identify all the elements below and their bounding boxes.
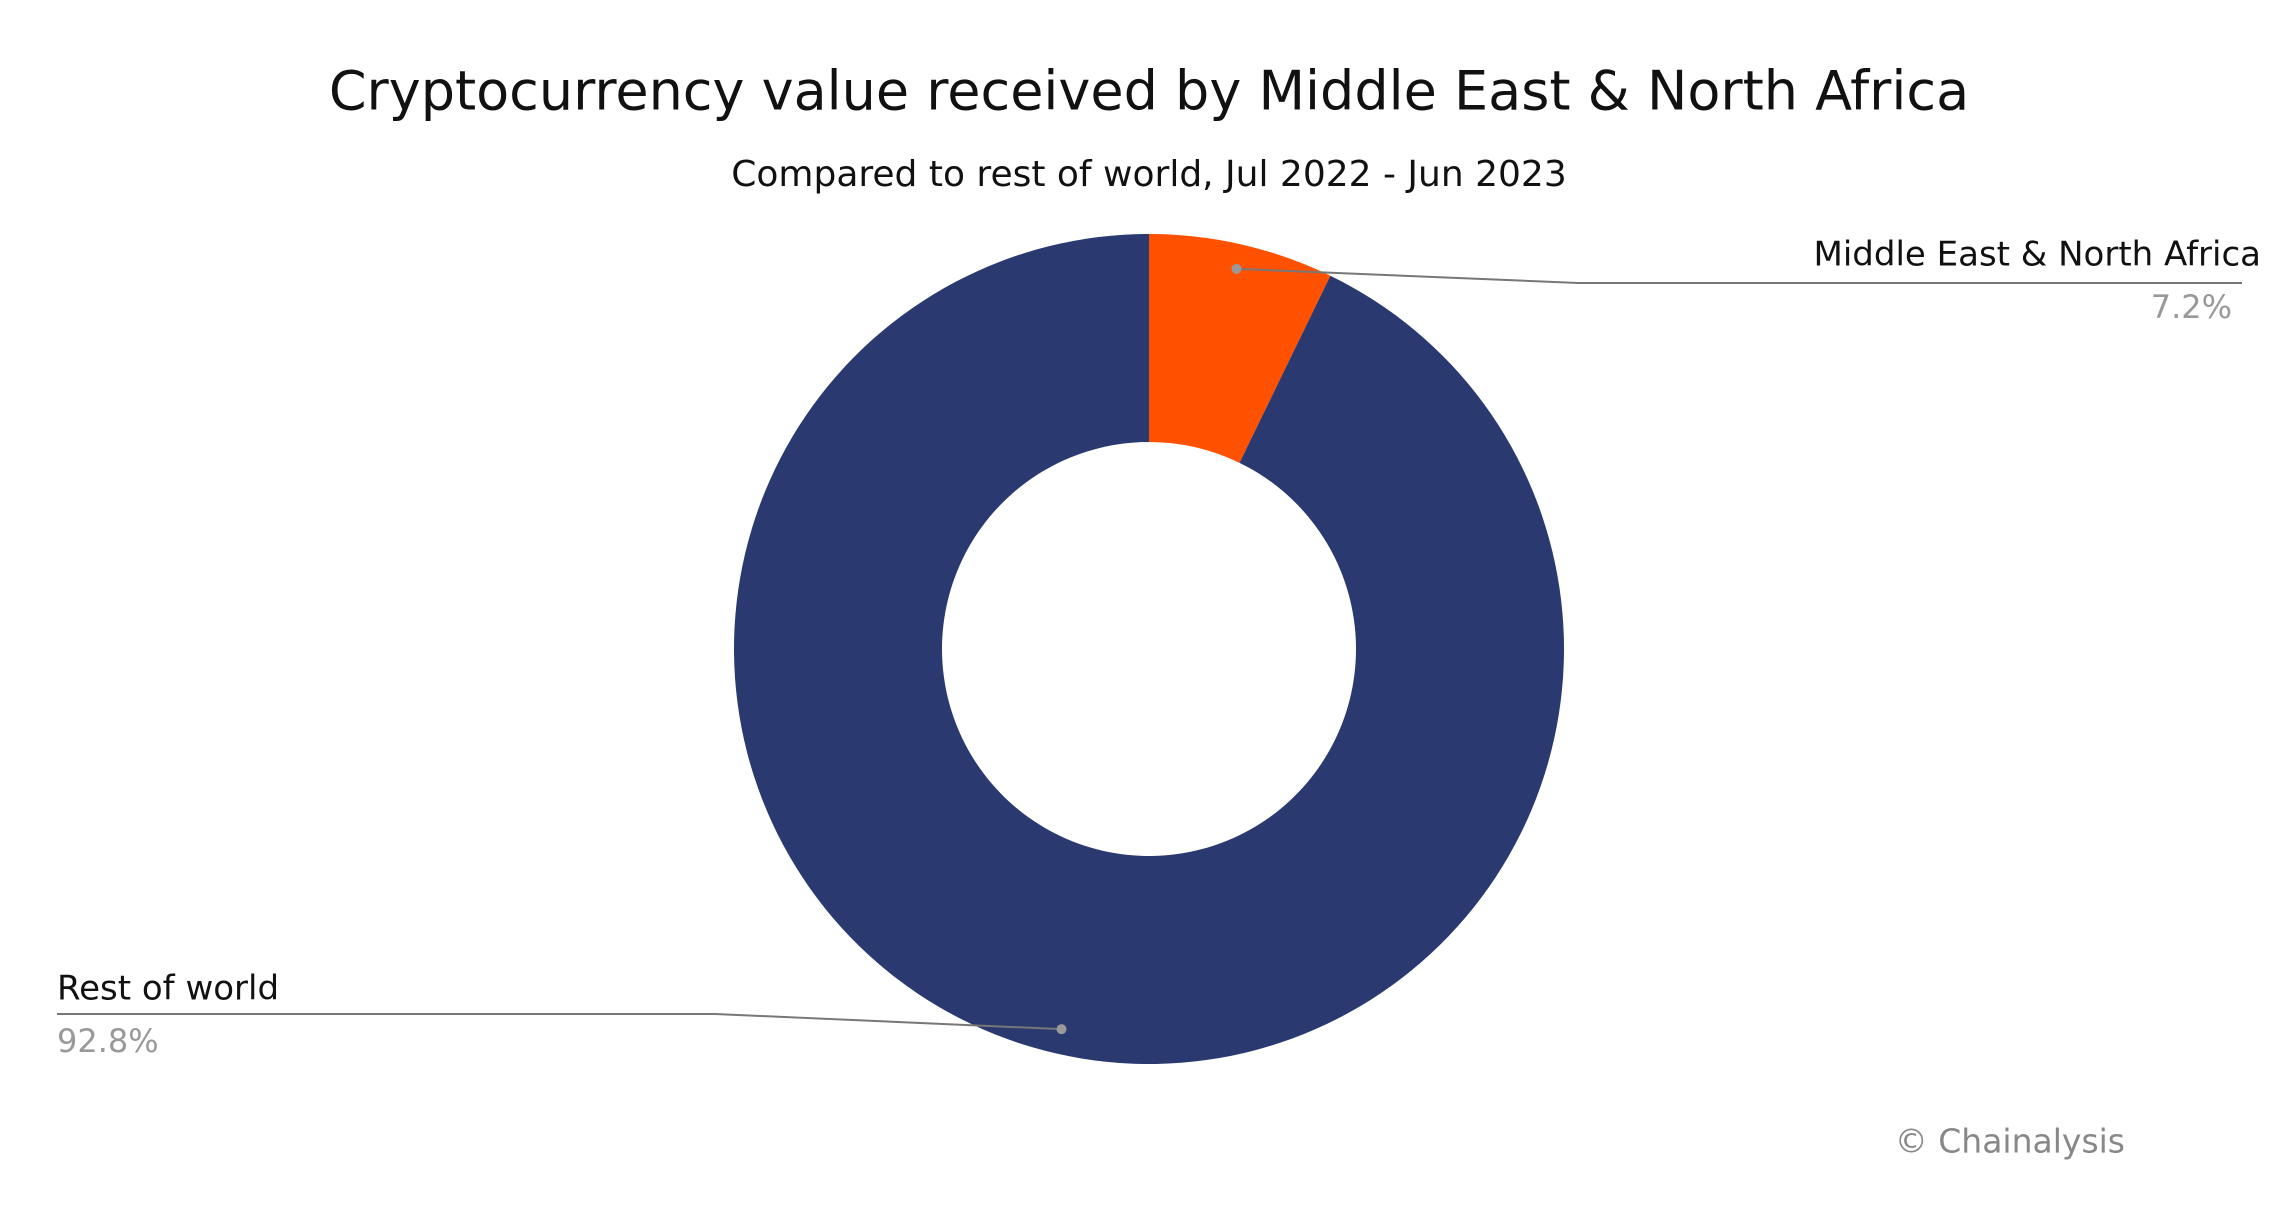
leader-line <box>1236 267 2242 284</box>
leader-dot <box>1231 263 1242 274</box>
pie-slice <box>734 234 1564 1064</box>
chart-title: Cryptocurrency value received by Middle … <box>329 60 1969 123</box>
slice-value: 7.2% <box>2151 288 2232 326</box>
source: © Chainalysis <box>1895 1122 2125 1161</box>
pie-slice <box>1149 234 1331 463</box>
chart-subtitle: Compared to rest of world, Jul 2022 - Ju… <box>731 154 1567 195</box>
slice-label: Rest of world <box>57 969 279 1009</box>
slice-label: Middle East & North Africa <box>1814 235 2261 275</box>
leader-dot <box>1056 1024 1067 1035</box>
leader-line <box>57 1013 1062 1031</box>
slice-value: 92.8% <box>57 1022 159 1060</box>
